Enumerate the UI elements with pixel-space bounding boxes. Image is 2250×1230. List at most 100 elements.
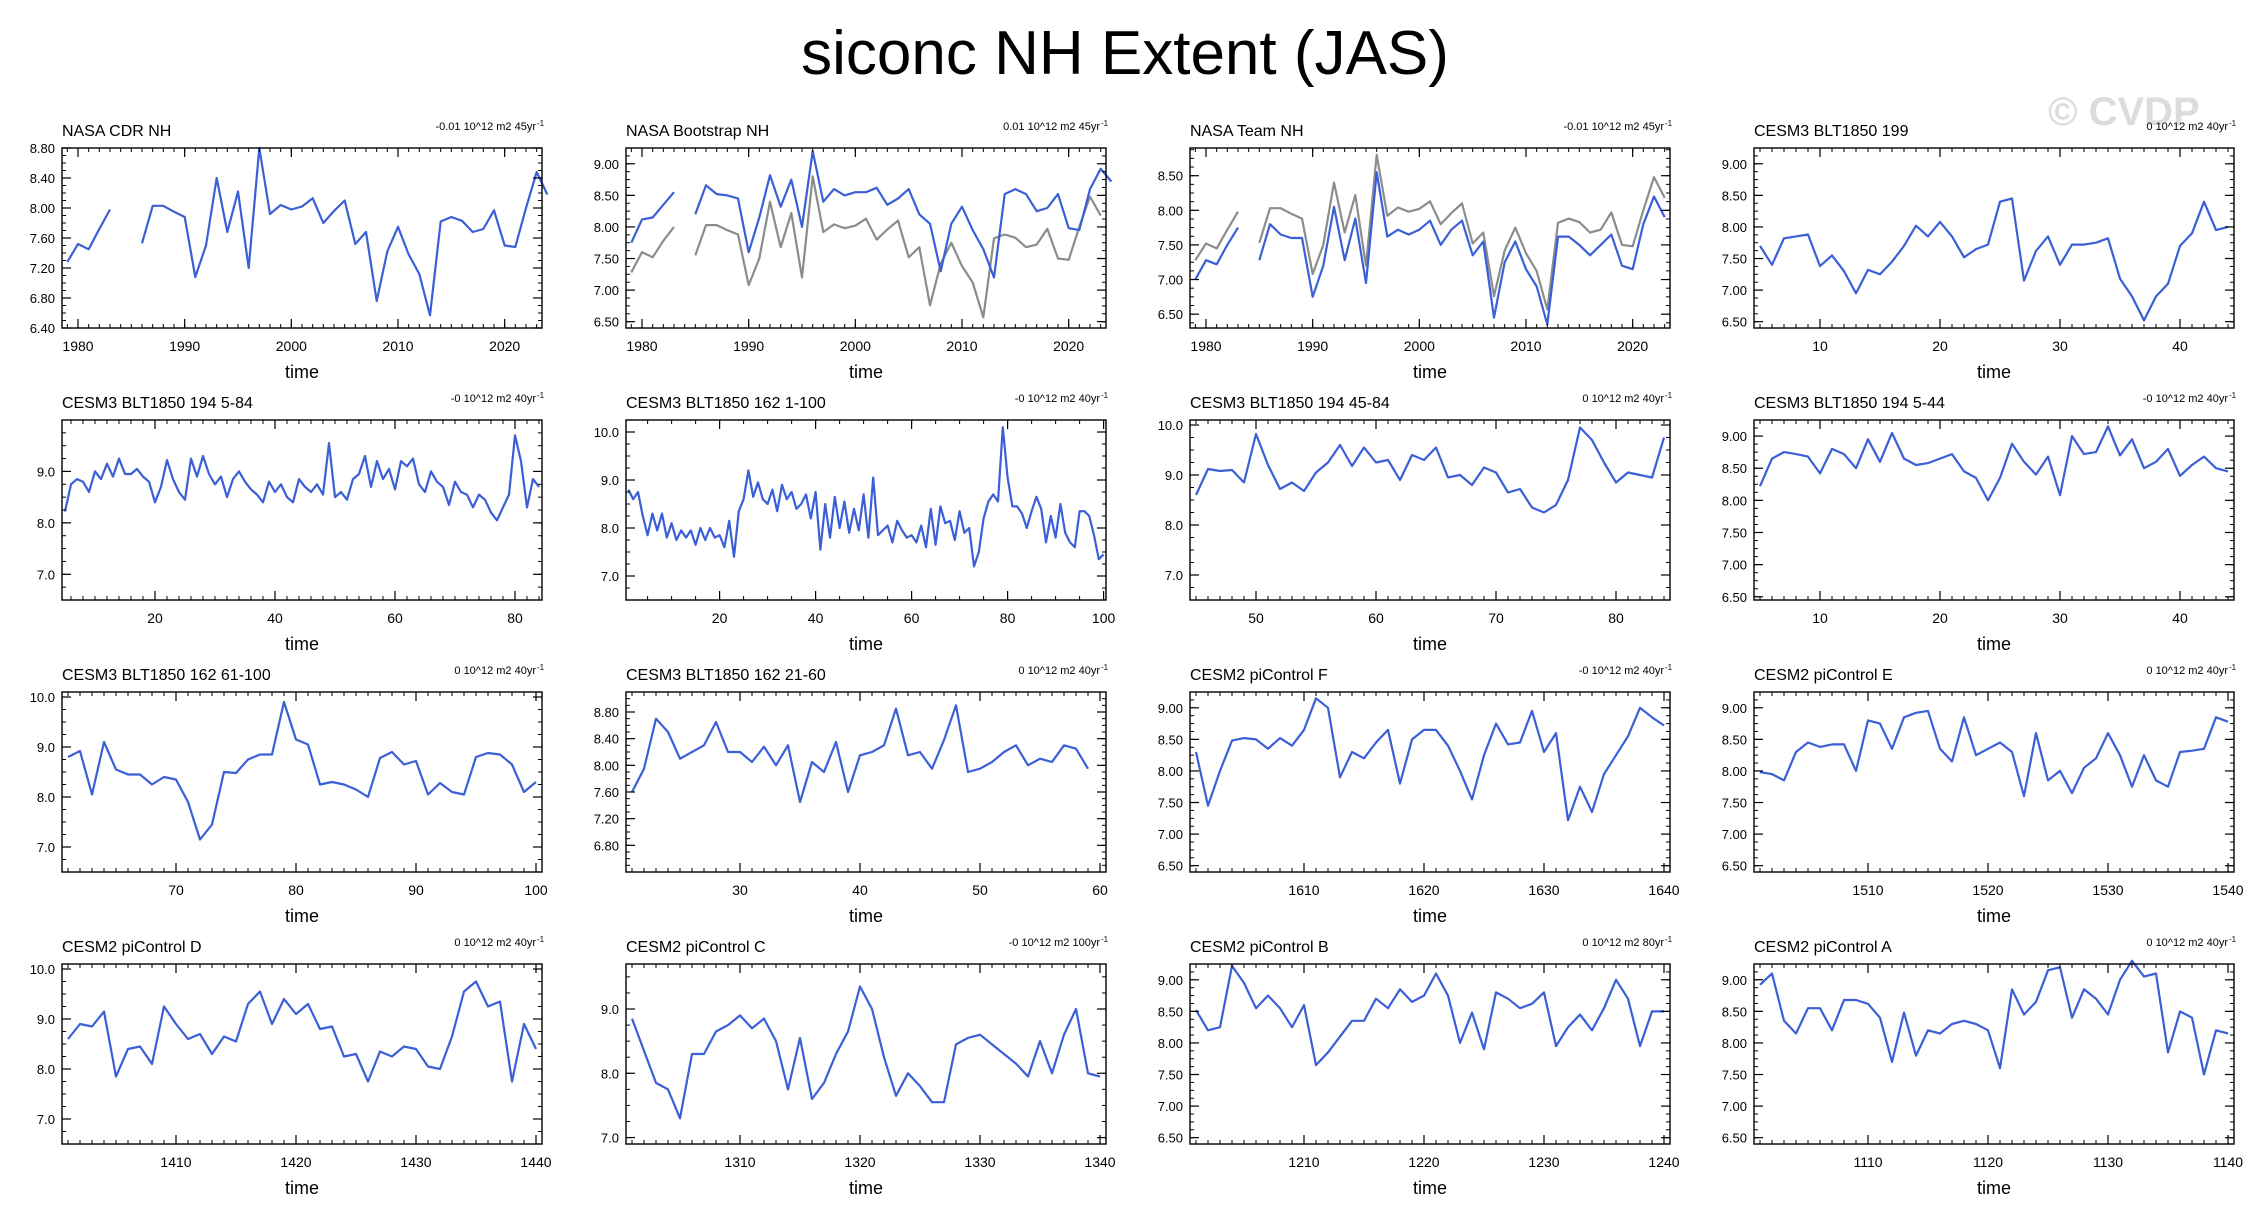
chart-panel: 1210 1220 1230 1240 6.50 7.00 7.50 8.00 8.50 9.00… bbox=[1158, 935, 1680, 1198]
panel-title: CESM3 BLT1850 162 61-100 bbox=[62, 667, 271, 684]
y-tick-label: 6.50 bbox=[1158, 859, 1183, 874]
y-tick-label: 10.0 bbox=[30, 962, 55, 977]
y-tick-label: 8.50 bbox=[594, 188, 619, 203]
chart-panel: 20 40 60 80 7.0 8.0 9.0 CESM3 BLT1850 194 5-84 -… bbox=[37, 391, 545, 654]
x-tick-label: 80 bbox=[1000, 610, 1016, 626]
y-tick-label: 8.00 bbox=[594, 758, 619, 773]
x-tick-label: 100 bbox=[524, 882, 548, 898]
panel-trend-exponent: -1 bbox=[1665, 663, 1673, 672]
x-tick-label: 30 bbox=[732, 882, 748, 898]
x-tick-label: 1220 bbox=[1408, 1154, 1439, 1170]
x-tick-label: 1640 bbox=[1648, 882, 1679, 898]
x-tick-label: 1630 bbox=[1528, 882, 1559, 898]
series-line bbox=[66, 146, 549, 317]
y-tick-label: 9.00 bbox=[1722, 701, 1747, 716]
y-tick-label: 7.0 bbox=[601, 569, 619, 584]
y-tick-label: 6.50 bbox=[1722, 590, 1747, 605]
y-tick-label: 8.50 bbox=[1158, 169, 1183, 184]
panel-trend-exponent: -1 bbox=[2229, 391, 2237, 400]
x-tick-label: 1980 bbox=[1190, 338, 1221, 354]
series-line bbox=[631, 704, 1089, 804]
x-tick-label: 2020 bbox=[1617, 338, 1648, 354]
y-tick-label: 7.60 bbox=[594, 785, 619, 800]
x-tick-label: 1430 bbox=[400, 1154, 431, 1170]
panel-trend-exponent: -1 bbox=[537, 663, 545, 672]
y-tick-label: 10.0 bbox=[1158, 418, 1183, 433]
x-tick-label: 30 bbox=[2052, 610, 2068, 626]
panel-trend-exponent: -1 bbox=[2229, 663, 2237, 672]
x-axis-label: time bbox=[1977, 362, 2011, 382]
panel-title: CESM2 piControl F bbox=[1190, 667, 1328, 684]
y-tick-label: 6.50 bbox=[1722, 1131, 1747, 1146]
panel-trend: -0 10^12 m2 40yr bbox=[1579, 665, 1665, 677]
y-tick-label: 9.0 bbox=[1165, 468, 1183, 483]
series-line bbox=[1759, 709, 2229, 798]
chart-panel: 50 60 70 80 7.0 8.0 9.0 10.0 CESM3 BLT1850 194 4… bbox=[1158, 391, 1673, 654]
y-tick-label: 7.50 bbox=[1722, 1068, 1747, 1083]
series-line bbox=[1758, 425, 2229, 502]
y-tick-label: 6.50 bbox=[1722, 315, 1747, 330]
plot-frame bbox=[1189, 691, 1671, 873]
y-tick-label: 7.50 bbox=[594, 252, 619, 267]
plot-frame bbox=[625, 419, 1107, 601]
y-tick-label: 8.00 bbox=[594, 220, 619, 235]
y-tick-label: 6.50 bbox=[1722, 859, 1747, 874]
y-tick-label: 7.50 bbox=[1722, 526, 1747, 541]
x-tick-label: 1330 bbox=[964, 1154, 995, 1170]
y-tick-label: 7.00 bbox=[1158, 827, 1183, 842]
x-tick-label: 60 bbox=[904, 610, 920, 626]
y-tick-label: 8.0 bbox=[601, 521, 619, 536]
panel-trend: -0 10^12 m2 100yr bbox=[1009, 937, 1101, 949]
panel-title: CESM3 BLT1850 194 5-84 bbox=[62, 395, 253, 412]
y-tick-label: 7.50 bbox=[1158, 238, 1183, 253]
series-line bbox=[630, 985, 1101, 1120]
chart-panel: 1980 1990 2000 2010 2020 6.50 7.00 7.50 8.00 8.50… bbox=[594, 119, 1113, 382]
series-line bbox=[1194, 153, 1666, 311]
x-tick-label: 10 bbox=[1812, 610, 1828, 626]
panel-title: CESM3 BLT1850 194 5-44 bbox=[1754, 395, 1945, 412]
y-tick-label: 9.00 bbox=[1722, 429, 1747, 444]
x-axis-label: time bbox=[1413, 634, 1447, 654]
x-tick-label: 70 bbox=[168, 882, 184, 898]
panel-trend: 0 10^12 m2 40yr bbox=[1582, 393, 1664, 405]
chart-panel: 10 20 30 40 6.50 7.00 7.50 8.00 8.50 9.00 CESM3 BL… bbox=[1722, 391, 2237, 654]
series-line bbox=[1194, 171, 1666, 326]
chart-panel: 1980 1990 2000 2010 2020 6.50 7.00 7.50 8.00 8.50… bbox=[1158, 119, 1673, 382]
y-tick-label: 8.00 bbox=[1158, 1036, 1183, 1051]
panel-trend-exponent: -1 bbox=[2229, 119, 2237, 128]
y-tick-label: 8.00 bbox=[1722, 1036, 1747, 1051]
x-tick-label: 60 bbox=[1092, 882, 1108, 898]
y-tick-label: 8.00 bbox=[1158, 764, 1183, 779]
x-tick-label: 1140 bbox=[2213, 1154, 2243, 1170]
y-tick-label: 9.0 bbox=[601, 1002, 619, 1017]
panel-title: CESM2 piControl C bbox=[626, 939, 766, 956]
y-tick-label: 9.00 bbox=[594, 157, 619, 172]
panel-trend: 0 10^12 m2 80yr bbox=[1582, 937, 1664, 949]
y-tick-label: 7.00 bbox=[1722, 1099, 1747, 1114]
x-tick-label: 40 bbox=[267, 610, 283, 626]
panel-title: CESM2 piControl D bbox=[62, 939, 202, 956]
x-axis-label: time bbox=[849, 1178, 883, 1198]
y-tick-label: 7.0 bbox=[37, 567, 55, 582]
panel-trend: 0 10^12 m2 40yr bbox=[2146, 121, 2228, 133]
y-tick-label: 9.00 bbox=[1158, 701, 1183, 716]
chart-panel: 1410 1420 1430 1440 7.0 8.0 9.0 10.0 CESM2 piCon… bbox=[30, 935, 552, 1198]
x-axis-label: time bbox=[1977, 1178, 2011, 1198]
y-tick-label: 7.20 bbox=[594, 812, 619, 827]
panel-trend-exponent: -1 bbox=[537, 935, 545, 944]
y-tick-label: 7.00 bbox=[1158, 1099, 1183, 1114]
x-tick-label: 1540 bbox=[2212, 882, 2243, 898]
chart-panel: 1110 1120 1130 1140 6.50 7.00 7.50 8.00 8.50 9.00… bbox=[1722, 935, 2244, 1198]
x-tick-label: 1410 bbox=[160, 1154, 191, 1170]
x-tick-label: 1620 bbox=[1408, 882, 1439, 898]
x-tick-label: 1340 bbox=[1084, 1154, 1115, 1170]
x-tick-label: 2020 bbox=[489, 338, 520, 354]
x-axis-label: time bbox=[285, 362, 319, 382]
x-tick-label: 1990 bbox=[169, 338, 200, 354]
panel-title: CESM2 piControl E bbox=[1754, 667, 1893, 684]
x-tick-label: 40 bbox=[2172, 610, 2188, 626]
y-tick-label: 8.0 bbox=[1165, 518, 1183, 533]
x-tick-label: 30 bbox=[2052, 338, 2068, 354]
y-tick-label: 7.50 bbox=[1722, 796, 1747, 811]
panel-trend: 0 10^12 m2 40yr bbox=[2146, 937, 2228, 949]
